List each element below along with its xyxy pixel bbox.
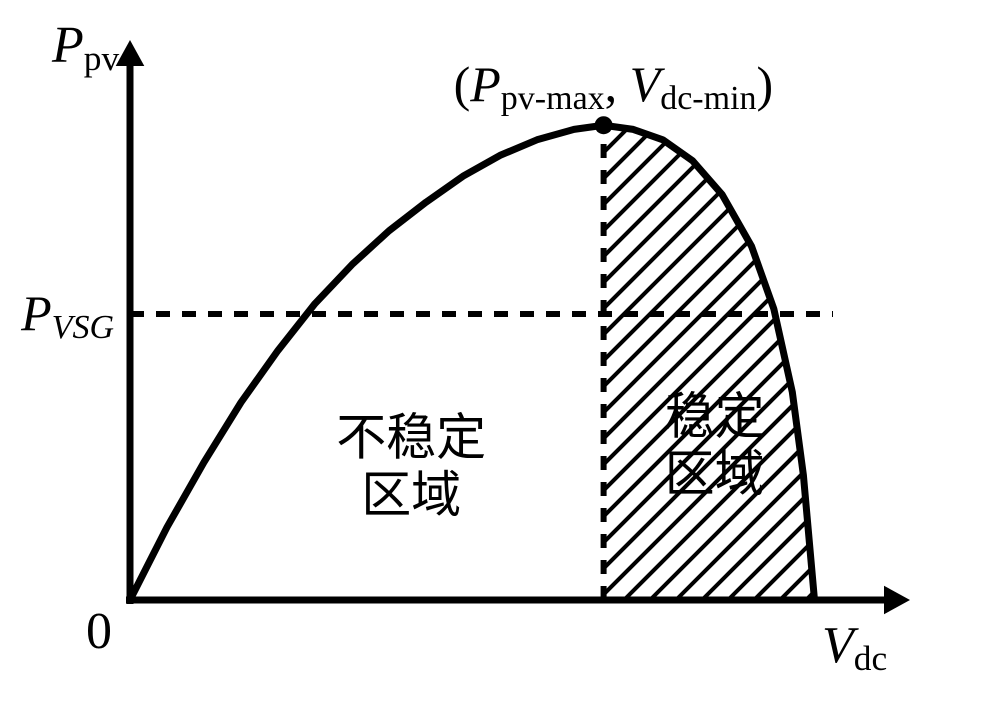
origin-label: 0 [86, 603, 112, 660]
mpp-point [595, 116, 613, 134]
stable-region-label: 稳定区域 [665, 389, 765, 503]
